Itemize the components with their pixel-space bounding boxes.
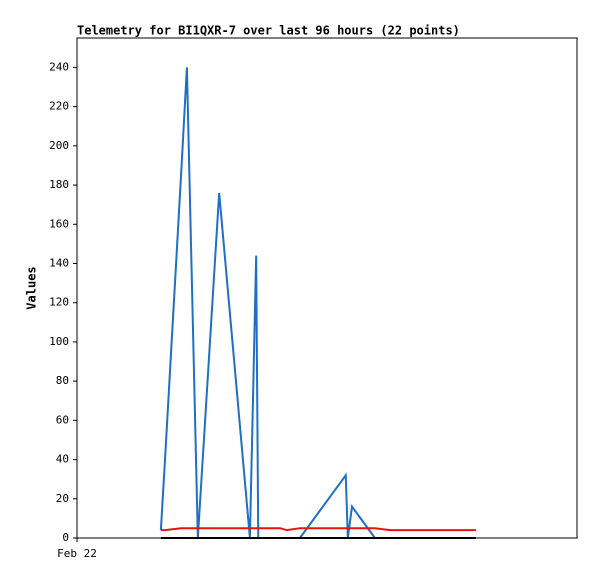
plot-frame [76, 37, 578, 539]
y-tick-label: 60 [56, 413, 69, 426]
x-tick-label: Feb 22 [57, 547, 97, 560]
y-tick-label: 120 [49, 296, 69, 309]
series-line [160, 527, 476, 532]
y-tick-label: 80 [56, 374, 69, 387]
y-tick-label: 240 [49, 60, 69, 73]
y-tick-label: 220 [49, 100, 69, 113]
y-tick-label: 0 [62, 531, 69, 544]
y-tick-label: 140 [49, 256, 69, 269]
y-axis-label: Values [25, 266, 39, 309]
series-line [159, 67, 476, 539]
y-tick-label: 160 [49, 217, 69, 230]
y-tick-label: 40 [56, 453, 69, 466]
y-tick-label: 20 [56, 492, 69, 505]
y-tick-label: 200 [49, 139, 69, 152]
y-tick-label: 180 [49, 178, 69, 191]
chart-title: Telemetry for BI1QXR-7 over last 96 hour… [77, 24, 460, 38]
y-tick-label: 100 [49, 335, 69, 348]
